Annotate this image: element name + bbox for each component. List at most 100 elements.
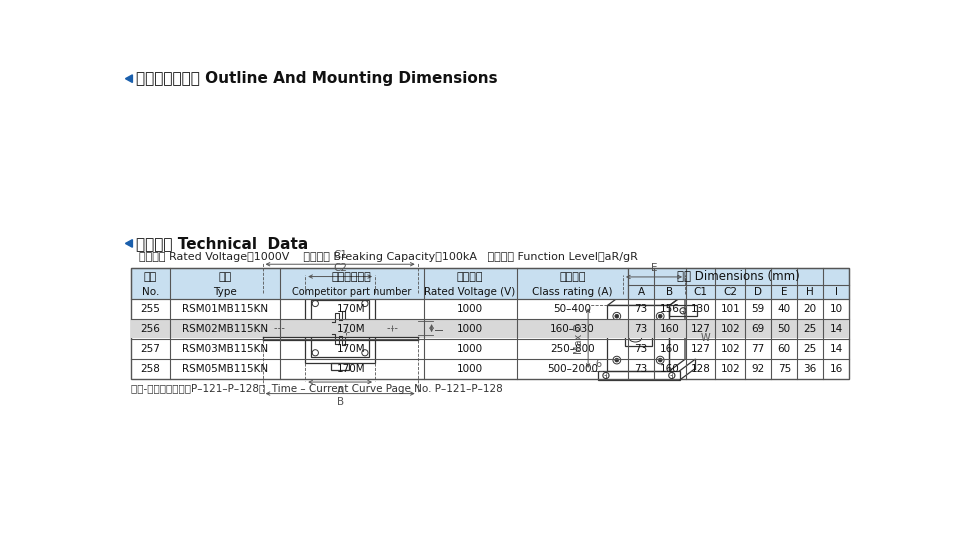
Text: RSM01MB115KN: RSM01MB115KN: [181, 304, 268, 314]
Text: 128: 128: [690, 364, 710, 374]
Text: 160: 160: [659, 324, 679, 334]
Text: 16: 16: [829, 364, 842, 374]
Text: 外形及安装尺寸 Outline And Mounting Dimensions: 外形及安装尺寸 Outline And Mounting Dimensions: [136, 71, 497, 86]
Text: 77: 77: [751, 344, 764, 354]
Text: RSM02MB115KN: RSM02MB115KN: [181, 324, 268, 334]
Text: 25: 25: [802, 324, 816, 334]
Text: C1: C1: [333, 251, 347, 260]
Text: 102: 102: [720, 344, 740, 354]
Text: Type: Type: [213, 287, 236, 297]
Text: 73: 73: [634, 344, 647, 354]
Text: D: D: [754, 287, 761, 297]
Text: 1000: 1000: [456, 344, 482, 354]
Bar: [131, 268, 848, 379]
Text: 40: 40: [777, 304, 790, 314]
Circle shape: [615, 358, 618, 362]
Text: 69: 69: [751, 324, 764, 334]
Text: 50: 50: [777, 324, 790, 334]
Text: 101: 101: [720, 304, 740, 314]
Text: 170M: 170M: [337, 344, 366, 354]
Text: 25: 25: [802, 344, 816, 354]
Text: 73: 73: [634, 304, 647, 314]
Text: 技术参数 Technical  Data: 技术参数 Technical Data: [136, 236, 308, 251]
Text: 6: 6: [595, 359, 600, 369]
Bar: [262, 321, 305, 335]
Text: 170M: 170M: [337, 304, 366, 314]
Text: 型号: 型号: [218, 272, 232, 281]
Polygon shape: [125, 75, 132, 83]
Text: E: E: [781, 287, 786, 297]
Text: 尺寸 Dimensions (mm): 尺寸 Dimensions (mm): [677, 270, 800, 283]
Text: 50–400: 50–400: [553, 304, 591, 314]
Text: 170M: 170M: [337, 324, 366, 334]
Bar: [624, 330, 652, 346]
Text: Max D: Max D: [574, 322, 583, 354]
Text: C2: C2: [333, 262, 347, 273]
Text: 同类产品型号: 同类产品型号: [332, 272, 371, 281]
Text: W: W: [700, 333, 709, 343]
Text: 156: 156: [659, 304, 679, 314]
Text: 102: 102: [720, 364, 740, 374]
Text: No.: No.: [142, 287, 159, 297]
Text: 额定电压 Rated Voltage：1000V    分断能力 Breaking Capacity：100kA   功能等级 Function Level：a: 额定电压 Rated Voltage：1000V 分断能力 Breaking C…: [138, 252, 637, 262]
Bar: [375, 321, 417, 335]
Text: C1: C1: [693, 287, 707, 297]
Text: RSM03MB115KN: RSM03MB115KN: [181, 344, 268, 354]
Text: 14: 14: [829, 324, 842, 334]
Text: B: B: [665, 287, 673, 297]
Text: 127: 127: [690, 324, 710, 334]
Bar: [607, 306, 669, 371]
Text: 60: 60: [777, 344, 790, 354]
Text: 75: 75: [777, 364, 790, 374]
Text: 256: 256: [140, 324, 160, 334]
Text: 102: 102: [720, 324, 740, 334]
Text: 20: 20: [802, 304, 816, 314]
Text: 258: 258: [140, 364, 160, 374]
Text: 73: 73: [634, 324, 647, 334]
Text: 电流等级: 电流等级: [558, 272, 585, 281]
Text: 1000: 1000: [456, 364, 482, 374]
Bar: [598, 371, 679, 380]
Bar: [132, 319, 848, 339]
Text: 额定电压: 额定电压: [456, 272, 483, 281]
Text: 130: 130: [690, 304, 710, 314]
Text: 1000: 1000: [456, 324, 482, 334]
Text: 10: 10: [829, 304, 841, 314]
Text: 36: 36: [802, 364, 816, 374]
Text: 250–800: 250–800: [550, 344, 594, 354]
Text: 73: 73: [634, 364, 647, 374]
Text: B: B: [336, 397, 343, 408]
Bar: [131, 268, 627, 299]
Text: A: A: [637, 287, 644, 297]
Text: I: I: [834, 287, 837, 297]
Text: Competitor part number: Competitor part number: [292, 287, 411, 297]
Text: 92: 92: [751, 364, 764, 374]
Polygon shape: [125, 240, 132, 247]
Text: E: E: [650, 263, 657, 273]
Text: 1000: 1000: [456, 304, 482, 314]
Text: 170M: 170M: [337, 364, 366, 374]
Text: 160–630: 160–630: [549, 324, 594, 334]
Text: 序号: 序号: [144, 272, 157, 281]
Text: 127: 127: [690, 344, 710, 354]
Bar: [305, 294, 375, 363]
Text: 59: 59: [751, 304, 764, 314]
Text: 255: 255: [140, 304, 160, 314]
Bar: [331, 363, 349, 370]
Text: 160: 160: [659, 344, 679, 354]
Circle shape: [658, 358, 661, 362]
Text: Rated Voltage (V): Rated Voltage (V): [424, 287, 516, 297]
Text: 时间-电流特性曲线见P–121–P–128页  Time – Current Curve Page No. P–121–P–128: 时间-电流特性曲线见P–121–P–128页 Time – Current Cu…: [131, 384, 502, 394]
Text: A: A: [336, 386, 343, 396]
Text: RSM05MB115KN: RSM05MB115KN: [181, 364, 268, 374]
Bar: [669, 306, 696, 316]
Text: 160: 160: [659, 364, 679, 374]
Bar: [627, 268, 848, 299]
Text: 500–2000: 500–2000: [546, 364, 598, 374]
Text: C2: C2: [722, 287, 737, 297]
Text: 14: 14: [829, 344, 842, 354]
Circle shape: [658, 314, 661, 318]
Text: I: I: [435, 327, 445, 329]
Text: H: H: [805, 287, 813, 297]
Bar: [311, 300, 369, 356]
